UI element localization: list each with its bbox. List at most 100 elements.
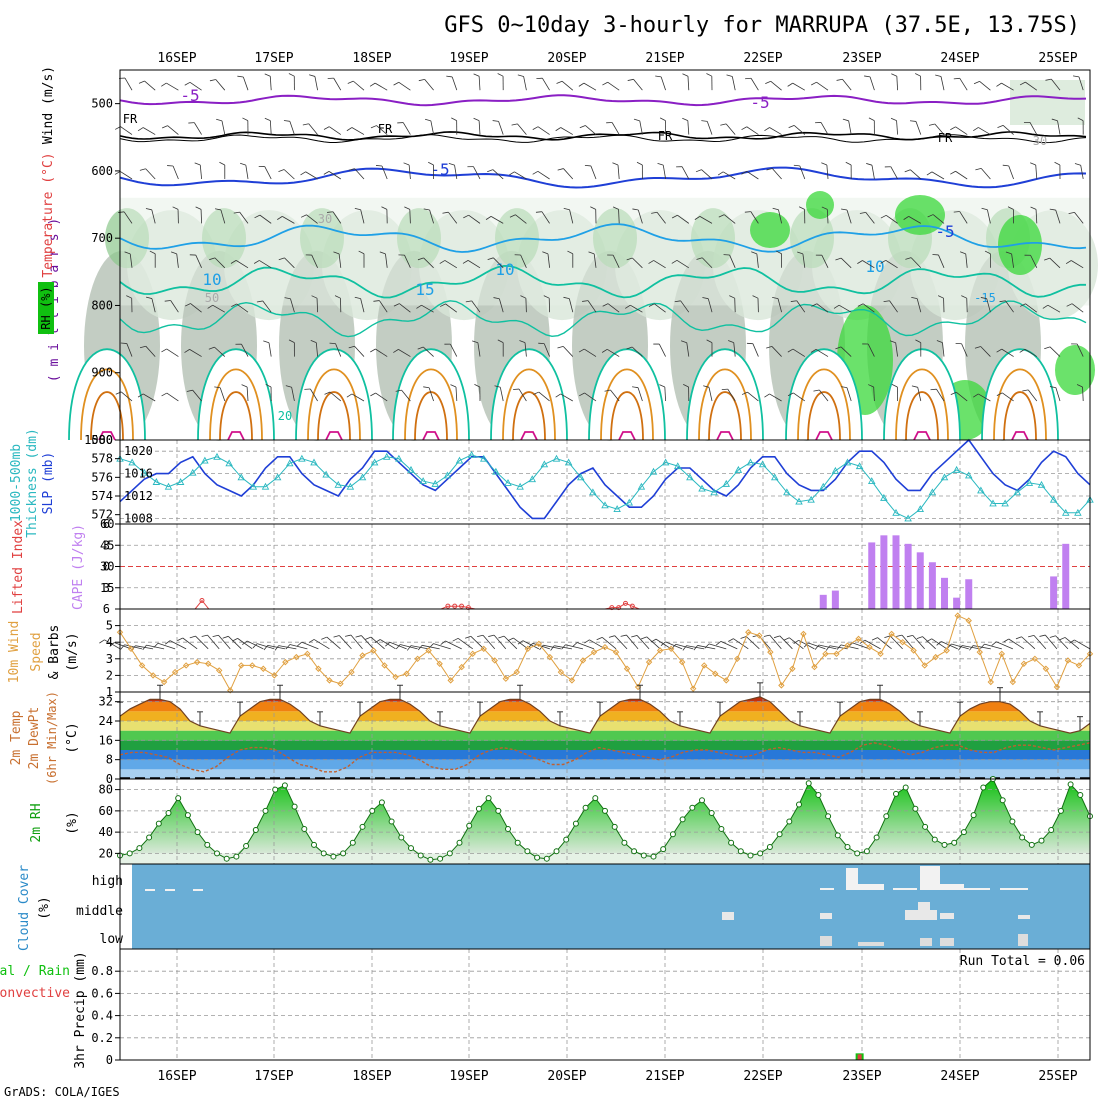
wind-barb	[360, 298, 365, 313]
wind-barb-flag	[543, 295, 550, 299]
ylabel-cloud-units: (%)	[37, 896, 52, 919]
thickness-point	[213, 452, 221, 460]
wind-speed-point	[227, 687, 234, 694]
wind-barb	[665, 641, 683, 650]
wind-barb-flag	[265, 383, 272, 388]
isotherm-25	[895, 368, 949, 441]
wind-barb	[895, 342, 898, 357]
wind-barb	[305, 171, 318, 180]
wind-barb	[114, 642, 132, 650]
wind-barb	[563, 168, 574, 180]
wind-barb-flag	[278, 169, 285, 172]
wind-barb-flag	[765, 80, 771, 85]
wind-barb-flag	[582, 300, 589, 302]
wind-barb	[283, 169, 295, 180]
wind-barb	[189, 349, 202, 357]
wind-barb	[986, 298, 991, 313]
wind-barb-flag	[334, 295, 341, 299]
cape-tick-label: 15	[100, 581, 114, 595]
wind-barb	[315, 342, 318, 357]
wind-barb-flag	[811, 303, 818, 307]
cloud-low-patch	[920, 938, 932, 946]
wind-barb	[681, 166, 690, 180]
wind-speed-point	[304, 650, 311, 658]
wind-barb-flag	[996, 82, 1002, 87]
rh-point	[446, 850, 453, 857]
cloud-layer-label: low	[100, 932, 124, 947]
wind-barb	[402, 122, 411, 135]
wind-barb	[316, 298, 318, 313]
wind-barb	[922, 636, 936, 650]
wind-barb	[708, 643, 727, 650]
wind-barb-flag	[555, 393, 561, 398]
wind-barb	[121, 391, 133, 402]
cloud-layer-label: high	[92, 874, 123, 889]
wind-speed-point	[623, 665, 631, 672]
wind-barb-flag	[161, 82, 167, 87]
cape-tick-label: 45	[100, 538, 114, 552]
rh-point	[369, 807, 376, 814]
wind-barb-flag	[370, 125, 377, 129]
wind-barb	[142, 127, 156, 135]
wind-speed-point	[965, 617, 972, 624]
wind-barb	[1024, 348, 1038, 357]
rh-point	[485, 795, 492, 802]
wind-barb	[1035, 209, 1038, 224]
wind-barb-flag	[953, 211, 960, 213]
wind-barb-flag	[344, 634, 352, 637]
wind-barb-flag	[811, 81, 817, 86]
rh-point	[815, 791, 822, 798]
contour-label: -5	[935, 222, 954, 241]
wind-barb	[877, 637, 892, 650]
wind-barb	[729, 254, 736, 268]
wind-barb-flag	[764, 127, 770, 132]
wind-speed-point	[1075, 662, 1083, 669]
wind-barb	[908, 216, 922, 224]
wind-barb-flag	[532, 126, 539, 130]
wind-barb	[219, 387, 226, 402]
wind-barb-flag	[744, 211, 751, 213]
wind-barb	[980, 168, 991, 180]
wind-speed-point	[282, 658, 289, 666]
wind-barb	[720, 640, 738, 650]
thickness-point	[601, 501, 609, 509]
wind-barb	[838, 304, 852, 313]
thickness-point	[1049, 495, 1058, 503]
wind-barb	[631, 346, 643, 357]
wind-barb	[1035, 164, 1038, 180]
wind-barb	[410, 645, 429, 650]
precip-frame	[119, 948, 1091, 1061]
y-tick-label: 580	[91, 433, 113, 447]
wind-barb	[166, 392, 179, 402]
bottom-date-label: 17SEP	[254, 1069, 293, 1084]
ylabel-dewpt2m: 2m DewPt	[27, 707, 42, 770]
wind-barb	[660, 76, 666, 91]
wind-barb	[901, 634, 914, 650]
wind-barb-flag	[776, 250, 782, 255]
wind-barb-flag	[497, 339, 504, 343]
wind-barb	[333, 77, 342, 91]
wind-barb	[846, 387, 852, 402]
wind-barb	[1002, 125, 1014, 135]
wind-barb	[607, 348, 620, 357]
wind-barb-flag	[177, 637, 183, 641]
wind-barb	[493, 257, 504, 269]
wind-barb	[942, 342, 945, 357]
wind-speed-point	[579, 657, 587, 664]
wind-speed-point	[370, 647, 377, 654]
top-date-label: 23SEP	[842, 51, 881, 66]
rh-point	[873, 834, 880, 841]
wind-barb-flag	[695, 169, 702, 173]
wind-barb	[523, 76, 527, 91]
wind-barb-flag	[161, 348, 167, 353]
wind-barb-flag	[448, 162, 455, 166]
wind-barb	[1049, 346, 1061, 357]
rh-point	[834, 832, 841, 839]
wind-barb	[308, 123, 318, 135]
wind-barb-flag	[706, 73, 712, 77]
wind-barb-flag	[126, 295, 132, 299]
contour-label: 15	[415, 280, 434, 299]
y-tick-label: 5	[106, 619, 113, 633]
wind-barb	[917, 387, 922, 402]
ylabel-precip: 3hr Precip (mm)	[73, 951, 88, 1068]
